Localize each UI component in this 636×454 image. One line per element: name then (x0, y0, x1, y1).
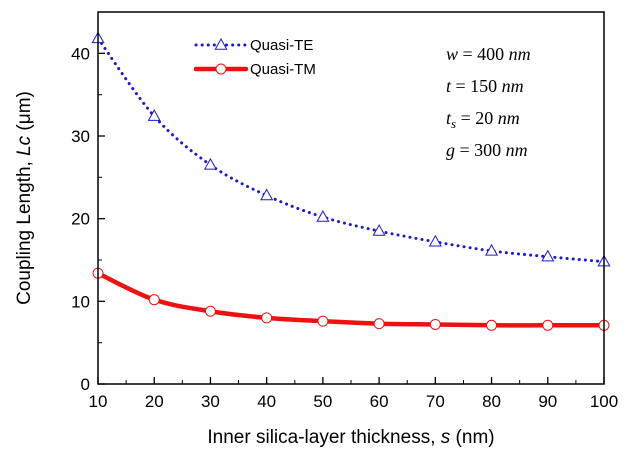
x-tick-label: 60 (370, 392, 389, 411)
data-point-quasi-te (203, 157, 217, 170)
parameter-value: = 300 (455, 140, 506, 160)
y-tick-label: 10 (71, 292, 90, 311)
data-point-quasi-te (541, 249, 555, 262)
legend: Quasi-TE Quasi-TM (193, 37, 316, 78)
parameter-symbol: t (446, 108, 452, 128)
data-point-quasi-tm (486, 319, 498, 331)
parameter-annotation: ts = 20 nm (446, 108, 520, 131)
data-point-quasi-tm (261, 312, 273, 324)
parameter-unit: nm (509, 44, 531, 64)
y-tick-label: 20 (71, 210, 90, 229)
plot-area (91, 31, 611, 331)
y-tick-label: 40 (71, 44, 90, 63)
y-axis-label-text: Coupling Length, (14, 156, 35, 305)
legend-marker-triangle (214, 37, 228, 50)
data-point-quasi-tm (148, 294, 160, 306)
parameter-value: = 20 (456, 108, 498, 128)
legend-label: Quasi-TM (250, 61, 316, 78)
x-axis-label-variable: s (441, 427, 451, 448)
x-tick-label: 20 (145, 392, 164, 411)
parameter-unit: nm (498, 108, 520, 128)
x-tick-label: 100 (590, 392, 618, 411)
x-tick-label: 90 (538, 392, 557, 411)
data-point-quasi-tm (373, 318, 385, 330)
data-point-quasi-tm (317, 315, 329, 327)
y-tick-label: 0 (81, 375, 90, 394)
parameter-annotation: t = 150 nm (446, 76, 524, 96)
parameter-value: = 150 (451, 76, 502, 96)
data-point-quasi-te (428, 234, 442, 247)
y-axis-label-variable: Lc (14, 135, 35, 156)
data-point-quasi-tm (204, 305, 216, 317)
data-point-quasi-tm (429, 318, 441, 330)
parameter-value: = 400 (458, 44, 509, 64)
x-axis-label-unit: (nm) (450, 427, 494, 448)
series-line-quasi-te (96, 36, 606, 264)
parameter-symbol: g (446, 140, 455, 160)
data-point-quasi-te (147, 109, 161, 121)
x-tick-label: 80 (482, 392, 501, 411)
parameter-unit: nm (502, 76, 524, 96)
y-axis-label-unit: (μm) (14, 91, 35, 136)
x-tick-label: 30 (201, 392, 220, 411)
x-axis-label: Inner silica-layer thickness, s (nm) (207, 427, 494, 448)
data-point-quasi-te (485, 243, 499, 256)
y-axis-label: Coupling Length, Lc (μm) (14, 91, 35, 305)
parameter-annotation: w = 400 nm (446, 44, 531, 64)
legend-marker-circle (215, 63, 227, 75)
parameter-annotation: g = 300 nm (446, 140, 528, 160)
parameter-unit: nm (506, 140, 528, 160)
data-point-quasi-te (372, 224, 386, 236)
series-line-quasi-tm (95, 270, 607, 328)
parameter-subscript: s (451, 116, 456, 131)
data-point-quasi-tm (542, 319, 554, 331)
data-point-quasi-te (260, 188, 274, 201)
parameter-symbol: t (446, 76, 452, 96)
x-tick-label: 70 (426, 392, 445, 411)
y-tick-label: 30 (71, 127, 90, 146)
plot-frame (97, 11, 605, 385)
parameter-symbol: w (446, 44, 458, 64)
legend-label: Quasi-TE (250, 37, 313, 54)
x-axis-label-text: Inner silica-layer thickness, (207, 427, 440, 448)
x-tick-label: 10 (89, 392, 108, 411)
x-tick-label: 50 (313, 392, 332, 411)
x-tick-label: 40 (257, 392, 276, 411)
data-point-quasi-te (316, 209, 330, 222)
